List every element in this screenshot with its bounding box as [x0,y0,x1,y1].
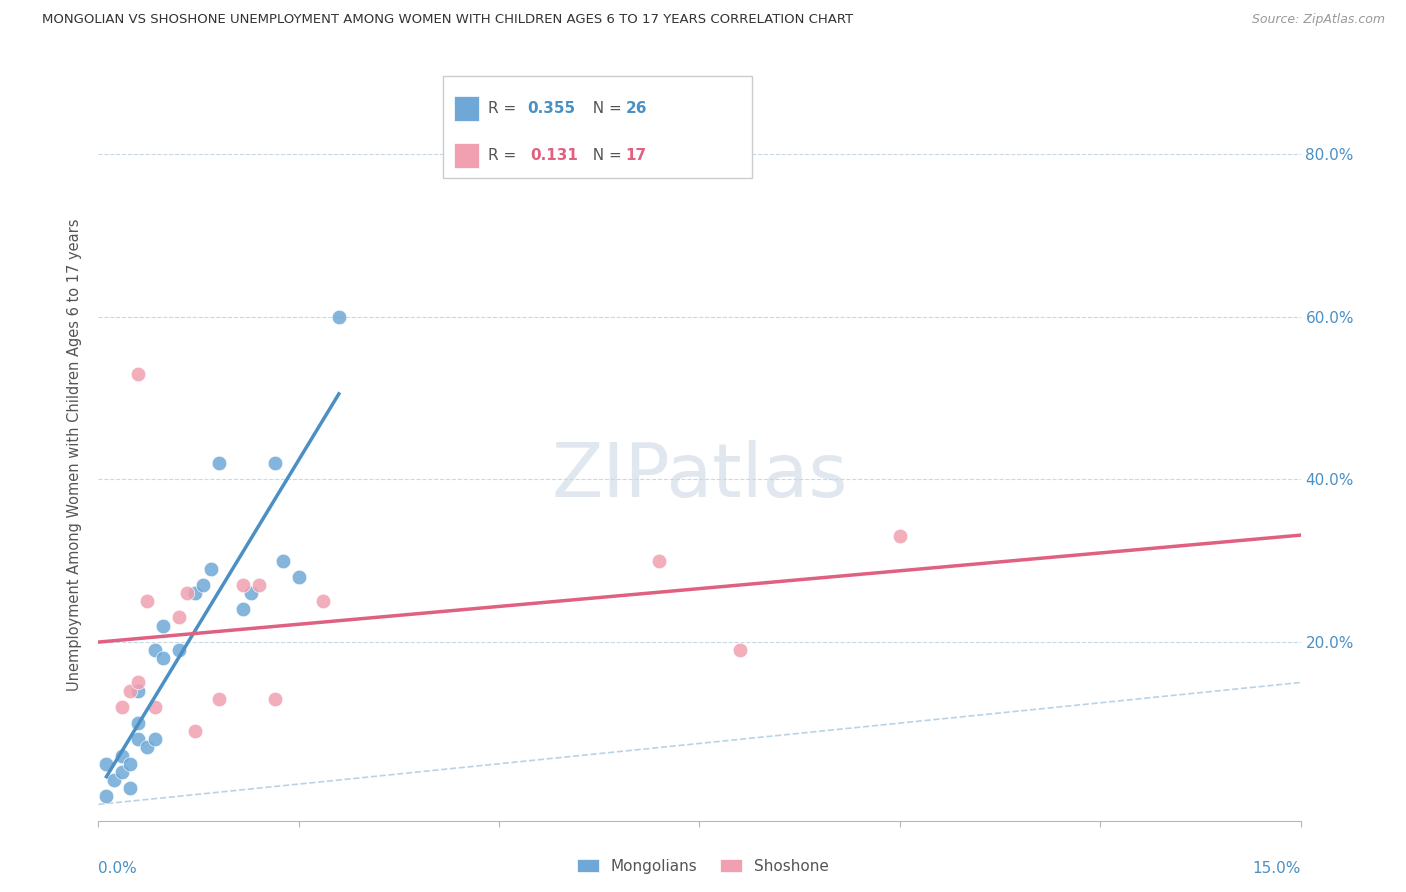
Point [103,772,125,787]
Point [128,683,150,698]
Point [191,578,214,592]
Text: 0.0%: 0.0% [98,861,138,876]
Point [143,643,166,657]
Point [183,586,205,600]
Point [232,578,254,592]
Point [889,529,911,543]
Legend: Mongolians, Shoshone: Mongolians, Shoshone [571,853,835,880]
Y-axis label: Unemployment Among Women with Children Ages 6 to 17 years: Unemployment Among Women with Children A… [67,219,83,691]
Text: ZIPatlas: ZIPatlas [551,441,848,514]
Point [328,310,350,324]
Text: 17: 17 [626,148,647,163]
Text: 15.0%: 15.0% [1253,861,1301,876]
Point [96,789,118,804]
Point [263,691,285,706]
Text: 0.355: 0.355 [527,101,575,116]
Point [176,586,198,600]
Point [152,618,174,632]
Point [143,732,166,747]
Point [728,643,751,657]
Point [111,764,134,779]
Point [152,651,174,665]
Point [271,553,294,567]
Point [143,699,166,714]
Point [167,643,190,657]
Point [128,732,150,747]
Point [312,594,335,608]
Point [183,724,205,739]
Point [128,716,150,731]
Point [200,562,222,576]
Point [111,699,134,714]
Point [239,586,262,600]
Point [232,602,254,616]
Text: R =: R = [488,148,526,163]
Point [96,756,118,771]
Point [247,578,270,592]
Point [167,610,190,624]
Point [263,456,285,470]
Text: N =: N = [583,101,627,116]
Point [135,740,157,755]
Text: R =: R = [488,101,522,116]
Point [288,570,311,584]
Point [128,367,150,381]
Point [128,675,150,690]
Point [120,756,142,771]
Point [208,691,231,706]
Text: 0.131: 0.131 [530,148,578,163]
Text: MONGOLIAN VS SHOSHONE UNEMPLOYMENT AMONG WOMEN WITH CHILDREN AGES 6 TO 17 YEARS : MONGOLIAN VS SHOSHONE UNEMPLOYMENT AMONG… [42,13,853,27]
Point [648,553,671,567]
Text: Source: ZipAtlas.com: Source: ZipAtlas.com [1251,13,1385,27]
Text: 26: 26 [626,101,647,116]
Point [111,748,134,763]
Point [120,683,142,698]
Point [120,781,142,796]
Point [208,456,231,470]
Point [135,594,157,608]
Text: N =: N = [583,148,627,163]
